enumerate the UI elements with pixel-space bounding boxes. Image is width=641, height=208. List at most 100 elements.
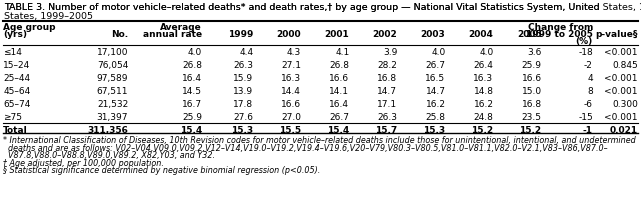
Text: 4.0: 4.0: [188, 48, 202, 57]
Text: 16.4: 16.4: [182, 74, 202, 83]
Text: <0.001: <0.001: [604, 113, 638, 122]
Text: 65–74: 65–74: [3, 100, 31, 109]
Text: -1: -1: [583, 126, 593, 135]
Text: 3.6: 3.6: [528, 48, 542, 57]
Text: 4.1: 4.1: [335, 48, 349, 57]
Text: † Age adjusted, per 100,000 population.: † Age adjusted, per 100,000 population.: [3, 158, 164, 167]
Text: ≥75: ≥75: [3, 113, 22, 122]
Text: 2002: 2002: [372, 30, 397, 39]
Text: Change from: Change from: [528, 23, 593, 32]
Text: 27.1: 27.1: [281, 61, 301, 70]
Text: 15.3: 15.3: [423, 126, 445, 135]
Text: 0.300: 0.300: [612, 100, 638, 109]
Text: 17.8: 17.8: [233, 100, 253, 109]
Text: 16.3: 16.3: [281, 74, 301, 83]
Text: 15.7: 15.7: [375, 126, 397, 135]
Text: 1999 to 2005: 1999 to 2005: [526, 30, 593, 39]
Text: § Statistical significance determined by negative binomial regression (p<0.05).: § Statistical significance determined by…: [3, 166, 320, 175]
Text: 13.9: 13.9: [233, 87, 253, 96]
Text: (yrs): (yrs): [3, 30, 27, 39]
Text: 67,511: 67,511: [97, 87, 128, 96]
Text: TABLE 3. Number of motor vehicle–related deaths* and death rates,† by age group : TABLE 3. Number of motor vehicle–related…: [4, 3, 599, 12]
Text: 16.6: 16.6: [522, 74, 542, 83]
Text: Average: Average: [160, 23, 202, 32]
Text: * International Classification of Diseases, 10th Revision codes for motor vehicl: * International Classification of Diseas…: [3, 136, 636, 145]
Text: 4.3: 4.3: [287, 48, 301, 57]
Text: 26.3: 26.3: [378, 113, 397, 122]
Text: 16.2: 16.2: [426, 100, 445, 109]
Text: 4.0: 4.0: [479, 48, 494, 57]
Text: 4: 4: [587, 74, 593, 83]
Text: 15.9: 15.9: [233, 74, 253, 83]
Text: 2005: 2005: [517, 30, 542, 39]
Text: 15.5: 15.5: [279, 126, 301, 135]
Text: 311,356: 311,356: [87, 126, 128, 135]
Text: 14.4: 14.4: [281, 87, 301, 96]
Text: 8: 8: [587, 87, 593, 96]
Text: -18: -18: [578, 48, 593, 57]
Text: 16.6: 16.6: [281, 100, 301, 109]
Text: 97,589: 97,589: [97, 74, 128, 83]
Text: <0.001: <0.001: [604, 74, 638, 83]
Text: 14.8: 14.8: [474, 87, 494, 96]
Text: 14.5: 14.5: [182, 87, 202, 96]
Text: 15–24: 15–24: [3, 61, 31, 70]
Text: 2003: 2003: [420, 30, 445, 39]
Text: -15: -15: [578, 113, 593, 122]
Text: <0.001: <0.001: [604, 48, 638, 57]
Text: ≤14: ≤14: [3, 48, 22, 57]
Text: 21,532: 21,532: [97, 100, 128, 109]
Text: 16.3: 16.3: [474, 74, 494, 83]
Text: 14.7: 14.7: [426, 87, 445, 96]
Text: 17,100: 17,100: [97, 48, 128, 57]
Text: Age group: Age group: [3, 23, 56, 32]
Text: 26.8: 26.8: [182, 61, 202, 70]
Text: 4.4: 4.4: [239, 48, 253, 57]
Text: No.: No.: [111, 30, 128, 39]
Text: 27.6: 27.6: [233, 113, 253, 122]
Text: 16.7: 16.7: [182, 100, 202, 109]
Text: 76,054: 76,054: [97, 61, 128, 70]
Text: 16.5: 16.5: [426, 74, 445, 83]
Text: p-value§: p-value§: [595, 30, 638, 39]
Text: 25.8: 25.8: [426, 113, 445, 122]
Text: 25.9: 25.9: [522, 61, 542, 70]
Text: 26.3: 26.3: [233, 61, 253, 70]
Text: 3.9: 3.9: [383, 48, 397, 57]
Text: 26.4: 26.4: [474, 61, 494, 70]
Text: 15.4: 15.4: [327, 126, 349, 135]
Text: 15.0: 15.0: [522, 87, 542, 96]
Text: 16.8: 16.8: [378, 74, 397, 83]
Text: 1999: 1999: [228, 30, 253, 39]
Text: deaths and are as follows: V02–V04,V09.0,V09.2,V12–V14,V19.0–V19.2,V19.4–V19.6,V: deaths and are as follows: V02–V04,V09.0…: [3, 144, 608, 152]
Text: 26.8: 26.8: [329, 61, 349, 70]
Text: 2001: 2001: [324, 30, 349, 39]
Text: 14.7: 14.7: [378, 87, 397, 96]
Text: <0.001: <0.001: [604, 87, 638, 96]
Text: 15.2: 15.2: [519, 126, 542, 135]
Text: 27.0: 27.0: [281, 113, 301, 122]
Text: 0.021: 0.021: [610, 126, 638, 135]
Text: 4.0: 4.0: [431, 48, 445, 57]
Text: 28.2: 28.2: [378, 61, 397, 70]
Text: 15.2: 15.2: [471, 126, 494, 135]
Text: 26.7: 26.7: [426, 61, 445, 70]
Text: 0.845: 0.845: [612, 61, 638, 70]
Text: 45–64: 45–64: [3, 87, 31, 96]
Text: TABLE 3. Number of motor vehicle–related deaths* and death rates,† by age group : TABLE 3. Number of motor vehicle–related…: [4, 3, 641, 12]
Text: 25–44: 25–44: [3, 74, 30, 83]
Text: 26.7: 26.7: [329, 113, 349, 122]
Text: 2000: 2000: [277, 30, 301, 39]
Text: 2004: 2004: [469, 30, 494, 39]
Text: 15.3: 15.3: [231, 126, 253, 135]
Text: V87.8,V88.0–V88.8,V89.0,V89.2, X82,Y03, and Y32.: V87.8,V88.0–V88.8,V89.0,V89.2, X82,Y03, …: [3, 151, 215, 160]
Text: 25.9: 25.9: [182, 113, 202, 122]
Text: -2: -2: [584, 61, 593, 70]
Text: 16.4: 16.4: [329, 100, 349, 109]
Text: Total: Total: [3, 126, 28, 135]
Text: 14.1: 14.1: [329, 87, 349, 96]
Text: annual rate: annual rate: [143, 30, 202, 39]
Text: 17.1: 17.1: [378, 100, 397, 109]
Text: -6: -6: [584, 100, 593, 109]
Text: 31,397: 31,397: [97, 113, 128, 122]
